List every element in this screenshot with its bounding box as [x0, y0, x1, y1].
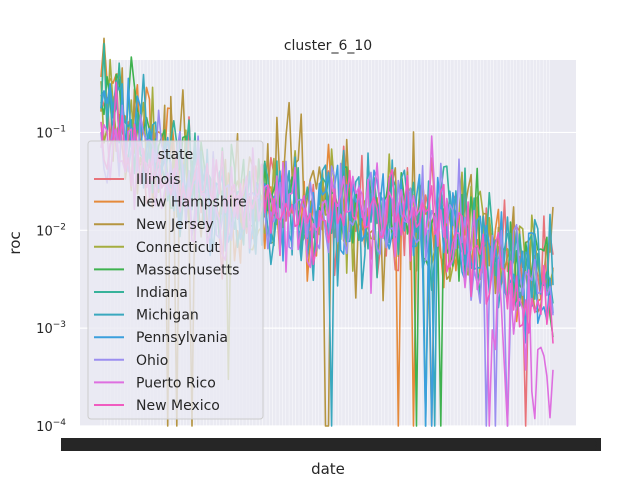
y-tick-label: 10−3	[36, 320, 66, 337]
chart-title: cluster_6_10	[284, 38, 372, 54]
legend-entry: Massachusetts	[136, 262, 239, 278]
y-tick-exponent: −3	[53, 320, 66, 330]
y-tick-base: 10	[36, 322, 53, 337]
y-tick-base: 10	[36, 420, 53, 435]
legend-entry: New Jersey	[136, 217, 214, 233]
legend-entry: Pennsylvania	[136, 330, 228, 346]
y-axis-ticks: 10−110−210−310−4	[36, 124, 66, 435]
legend: state Illinois New Hampshire New Jersey Con…	[87, 140, 264, 420]
y-tick-label: 10−4	[36, 418, 66, 435]
y-tick-label: 10−1	[36, 124, 66, 141]
legend-box	[87, 140, 264, 420]
legend-entry: Puerto Rico	[136, 375, 216, 391]
legend-entry: New Hampshire	[136, 195, 247, 211]
legend-entry: Illinois	[136, 172, 180, 188]
y-tick-base: 10	[36, 126, 53, 141]
legend-entry: Connecticut	[136, 240, 220, 256]
y-tick-exponent: −1	[53, 124, 66, 134]
legend-title: state	[158, 147, 193, 163]
legend-items: Illinois New Hampshire New Jersey Connectic…	[94, 172, 247, 414]
y-tick-exponent: −4	[53, 418, 67, 428]
legend-entry: Ohio	[136, 353, 168, 369]
legend-entry: New Mexico	[136, 398, 220, 414]
y-axis-label: roc	[6, 231, 24, 254]
x-tick-label-band	[61, 438, 601, 451]
y-tick-base: 10	[36, 224, 53, 239]
y-tick-label: 10−2	[36, 222, 66, 239]
x-tick-label-right: 8	[590, 440, 598, 455]
y-tick-exponent: −2	[53, 222, 66, 232]
legend-entry: Michigan	[136, 308, 199, 324]
x-tick-label-left: 2	[60, 440, 68, 455]
legend-entry: Indiana	[136, 285, 188, 301]
x-axis-label: date	[311, 460, 345, 478]
